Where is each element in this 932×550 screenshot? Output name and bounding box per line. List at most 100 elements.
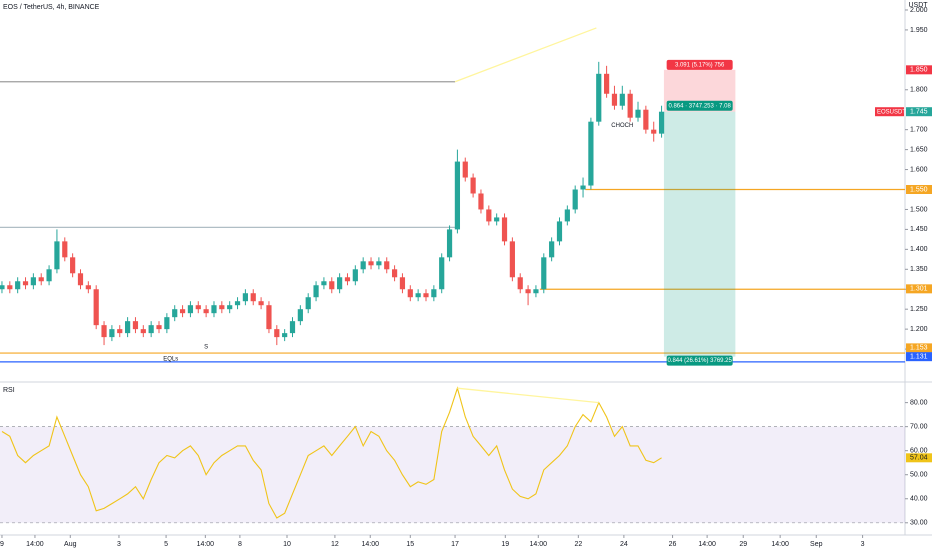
candle-body xyxy=(415,293,421,298)
price-label-bg xyxy=(906,284,932,294)
y-tick-label: 2.000 xyxy=(910,7,928,14)
x-tick-label: 15 xyxy=(406,541,414,548)
x-tick-label: 14:00 xyxy=(26,541,44,548)
candle-body xyxy=(156,325,162,330)
candle-body xyxy=(431,289,437,298)
candle-body xyxy=(501,217,508,242)
price-label-bg xyxy=(906,107,932,117)
price-label: 1.153 xyxy=(910,345,928,352)
candle-body xyxy=(148,325,154,334)
position-label: 0.864 · 3747.253 · 7.08 xyxy=(668,103,731,109)
price-label: 1.301 xyxy=(910,286,928,293)
x-tick-label: 9 xyxy=(0,541,4,548)
candle-body xyxy=(596,73,602,122)
candle-body xyxy=(329,281,335,290)
candle-body xyxy=(70,257,76,274)
candle-body xyxy=(517,277,523,290)
candle-body xyxy=(423,293,429,298)
candle-body xyxy=(368,261,374,266)
candle-body xyxy=(125,321,131,334)
candle-body xyxy=(627,93,633,118)
price-label: 1.550 xyxy=(910,186,928,193)
rsi-tick-label: 40.00 xyxy=(910,496,928,503)
candle-body xyxy=(305,297,311,310)
symbol-label: EOSUSDT xyxy=(877,109,906,115)
candle-body xyxy=(77,273,84,286)
candle-body xyxy=(297,309,303,322)
trendline xyxy=(454,27,597,83)
price-label-bg xyxy=(906,65,932,75)
x-tick-label: 14:00 xyxy=(197,541,215,548)
candle-body xyxy=(509,241,515,278)
candle-body xyxy=(454,161,461,230)
x-tick-label: 12 xyxy=(331,541,339,548)
candle-body xyxy=(132,321,139,330)
candle-body xyxy=(195,305,201,310)
x-tick-label: 17 xyxy=(451,541,459,548)
annotation: CHOCH xyxy=(611,123,633,129)
candle-body xyxy=(109,329,115,338)
candle-body xyxy=(376,261,382,266)
candle-body xyxy=(407,289,413,298)
y-tick-label: 1.600 xyxy=(910,166,928,173)
candle-body xyxy=(478,193,484,210)
position-label: 3.091 (5.17%) 756 xyxy=(675,62,725,68)
candle-body xyxy=(462,161,468,178)
candle-body xyxy=(651,129,657,134)
annotation: EQLs xyxy=(163,357,178,363)
candle-body xyxy=(588,121,594,186)
candle-body xyxy=(242,293,248,302)
candle-body xyxy=(533,289,539,294)
candle-body xyxy=(15,281,21,290)
rsi-line xyxy=(1,386,662,519)
y-tick-label: 1.500 xyxy=(910,206,928,213)
x-tick-label: 14:00 xyxy=(771,541,789,548)
position-label-bg xyxy=(666,59,733,70)
x-tick-label: 3 xyxy=(117,541,121,548)
price-label-bg xyxy=(906,352,932,362)
candle-body xyxy=(549,241,555,258)
candle-body xyxy=(391,269,398,278)
candle-body xyxy=(360,261,366,270)
candle-body xyxy=(337,277,343,290)
candle-body xyxy=(274,329,280,338)
candle-body xyxy=(658,111,665,134)
x-tick-label: 22 xyxy=(574,541,582,548)
candle-body xyxy=(85,285,91,290)
candle-body xyxy=(611,93,618,106)
rsi-band xyxy=(0,426,905,523)
y-tick-label: 1.800 xyxy=(910,87,928,94)
candle-body xyxy=(172,309,178,318)
y-tick-label: 1.950 xyxy=(910,27,928,34)
x-tick-label: 19 xyxy=(501,541,509,548)
candle-body xyxy=(164,317,170,330)
candle-body xyxy=(0,285,5,290)
x-tick-label: 5 xyxy=(164,541,168,548)
candle-body xyxy=(470,177,476,194)
candle-body xyxy=(22,281,29,286)
x-tick-label: 8 xyxy=(238,541,242,548)
candle-body xyxy=(439,257,445,290)
unit-label: USDT xyxy=(908,2,928,9)
candle-body xyxy=(250,293,256,302)
candle-body xyxy=(564,209,570,222)
x-tick-label: 29 xyxy=(739,541,747,548)
rsi-trendline xyxy=(457,387,599,404)
candle-body xyxy=(321,281,327,286)
candle-body xyxy=(93,289,99,326)
candle-body xyxy=(494,217,500,222)
candle-body xyxy=(211,305,217,314)
y-tick-label: 1.250 xyxy=(910,306,928,313)
position-label-bg xyxy=(666,100,733,111)
candle-body xyxy=(227,305,233,310)
price-label: 1.745 xyxy=(910,109,928,116)
candle-body xyxy=(572,189,578,210)
rsi-tick-label: 50.00 xyxy=(910,472,928,479)
symbol-label-bg xyxy=(875,107,904,117)
candle-body xyxy=(54,241,60,270)
y-tick-label: 1.650 xyxy=(910,146,928,153)
x-tick-label: 24 xyxy=(620,541,628,548)
candle-body xyxy=(38,277,44,282)
rsi-tick-label: 70.00 xyxy=(910,423,928,430)
